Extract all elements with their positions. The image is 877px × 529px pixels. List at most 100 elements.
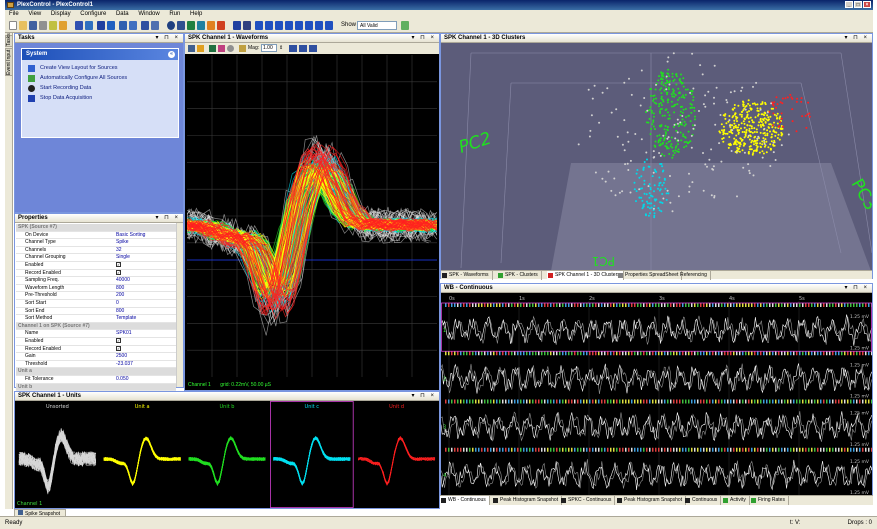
property-value[interactable]: 0.050 — [116, 376, 129, 382]
filter-icon[interactable] — [401, 21, 409, 30]
property-row[interactable]: Channel Grouping Single — [16, 254, 176, 262]
property-row[interactable]: Sort Method Template — [16, 315, 176, 323]
prev-icon[interactable] — [295, 21, 303, 30]
snapshot-icon[interactable] — [243, 21, 251, 30]
tab-referencing[interactable]: Referencing — [677, 271, 711, 280]
pause-icon[interactable] — [233, 21, 241, 30]
property-value[interactable]: 800 — [116, 307, 125, 314]
property-group[interactable]: Channel 1 on SPK (Source #7) — [16, 322, 176, 331]
property-row[interactable]: Name SPK01 — [16, 330, 176, 338]
tab-peak-histogram-2[interactable]: Peak Histogram Snapshot — [616, 496, 687, 505]
property-row[interactable]: Waveform Length 800 — [16, 285, 176, 293]
event-input-dock-tab[interactable]: Event Input — [5, 48, 13, 76]
mag-input[interactable]: 1.00 — [261, 44, 277, 52]
properties-scrollbar[interactable] — [176, 223, 183, 387]
property-value[interactable]: 0 — [116, 300, 119, 306]
settings-icon[interactable] — [59, 21, 67, 30]
property-value[interactable]: ✓ — [116, 269, 174, 278]
tab-spk-clusters[interactable]: SPK - Clusters — [497, 271, 542, 280]
task-start-recording[interactable]: Start Recording Data — [22, 84, 178, 93]
menu-help[interactable]: Help — [190, 11, 203, 17]
grid-view-icon[interactable] — [188, 45, 195, 52]
property-group[interactable]: Unit a — [16, 368, 176, 376]
fit-icon[interactable] — [309, 45, 317, 52]
unit-cell[interactable]: Unit a — [103, 404, 181, 487]
help-icon[interactable] — [49, 21, 57, 30]
property-row[interactable]: Channels 32 — [16, 247, 176, 255]
tab-activity[interactable]: Activity — [722, 496, 750, 505]
waveform-plot[interactable] — [187, 55, 437, 377]
property-value[interactable]: Template — [116, 315, 137, 322]
units-plot[interactable]: Unsorted Unit a Unit b Unit c Unit d Channel … — [15, 401, 439, 508]
layout-tool-4-icon[interactable] — [129, 21, 137, 30]
property-value[interactable]: ✓ — [116, 345, 174, 354]
checkbox[interactable]: ✓ — [116, 269, 121, 275]
menu-run[interactable]: Run — [169, 11, 181, 17]
layout-tool-icon[interactable] — [97, 21, 105, 30]
select-tool-icon[interactable] — [85, 21, 93, 30]
sort-icon[interactable] — [207, 21, 215, 30]
panel-buttons[interactable]: ▾ ⊓ × — [411, 35, 436, 41]
stop-icon[interactable] — [217, 21, 225, 30]
menu-display[interactable]: Display — [50, 11, 71, 17]
open-folder-icon[interactable] — [19, 21, 27, 30]
unit-cell[interactable]: Unsorted — [18, 404, 97, 495]
print-icon[interactable] — [39, 21, 47, 30]
panel-buttons[interactable]: ▾ ⊓ × — [155, 215, 180, 221]
property-value[interactable]: 200 — [116, 292, 125, 299]
task-auto-configure[interactable]: Automatically Configure All Sources — [22, 74, 178, 83]
system-group-header[interactable]: System « — [22, 49, 178, 60]
panel-buttons[interactable]: ▾ ⊓ × — [844, 35, 869, 41]
forward-icon[interactable] — [285, 21, 293, 30]
unit-cell[interactable]: Unit b — [188, 404, 266, 487]
step-back-icon[interactable] — [255, 21, 263, 30]
circle-icon[interactable] — [227, 45, 234, 52]
tab-spk-waveforms[interactable]: SPK - Waveforms — [441, 271, 493, 280]
jump-icon[interactable] — [325, 21, 333, 30]
property-value[interactable]: -23.037 — [116, 360, 133, 367]
task-stop-acquisition[interactable]: Stop Data Acquisition — [22, 94, 178, 103]
property-value[interactable]: 2500 — [116, 353, 128, 360]
layout-tool-3-icon[interactable] — [119, 21, 127, 30]
new-file-icon[interactable] — [9, 21, 17, 30]
pointer-tool-icon[interactable] — [75, 21, 83, 30]
menu-configure[interactable]: Configure — [80, 11, 107, 17]
property-value[interactable]: 800 — [116, 284, 125, 291]
save-icon[interactable] — [29, 21, 37, 30]
close-button[interactable]: × — [863, 1, 871, 8]
continuous-plot[interactable]: 0s 1s 2s 3s 4s 5s 1 1.25 mV 1.25 mV 2 1.25 mV 1.25 … — [441, 293, 872, 496]
layout-tool-5-icon[interactable] — [141, 21, 149, 30]
step-forward-icon[interactable] — [265, 21, 273, 30]
property-value[interactable]: ✓ — [116, 338, 174, 346]
minimize-button[interactable]: _ — [845, 1, 853, 8]
pencil-icon[interactable] — [197, 45, 204, 52]
menu-data[interactable]: Data — [115, 11, 129, 17]
tab-continuous[interactable]: Continuous — [684, 496, 722, 505]
tab-wb-continuous[interactable]: WB - Continuous — [440, 496, 490, 505]
property-row[interactable]: Enabled ✓ — [16, 338, 176, 346]
property-value[interactable]: SPK01 — [116, 330, 132, 337]
zoom-in-icon[interactable] — [289, 45, 297, 52]
menu-view[interactable]: View — [28, 11, 42, 17]
panel-buttons[interactable]: ▾ ⊓ × — [411, 393, 436, 399]
property-group[interactable]: SPK (Source #7) — [16, 224, 176, 232]
property-value[interactable]: ✓ — [116, 262, 174, 270]
show-select[interactable]: All Valid — [357, 21, 397, 30]
checkbox[interactable]: ✓ — [116, 262, 121, 267]
grid-icon[interactable] — [187, 21, 195, 30]
end-icon[interactable] — [315, 21, 323, 30]
color-icon[interactable] — [218, 45, 225, 52]
property-row[interactable]: Sampling Freq. 40000 — [16, 277, 176, 285]
tab-properties-spreadsheet[interactable]: Properties SpreadSheet — [617, 271, 683, 280]
property-value[interactable]: 32 — [116, 246, 122, 253]
grid-2-icon[interactable] — [197, 21, 205, 30]
property-row[interactable]: Sort Start 0 — [16, 300, 176, 308]
panel-buttons[interactable]: ▾ ⊓ × — [155, 35, 180, 41]
menu-window[interactable]: Window — [138, 11, 160, 17]
panel-buttons[interactable]: ▾ ⊓ × — [844, 285, 869, 291]
property-row[interactable]: Pre-Threshold 200 — [16, 292, 176, 300]
tasks-dock-tab[interactable]: Tasks — [5, 33, 13, 47]
property-value[interactable]: Basic Sorting — [116, 231, 146, 238]
magnify-icon[interactable] — [239, 45, 246, 52]
